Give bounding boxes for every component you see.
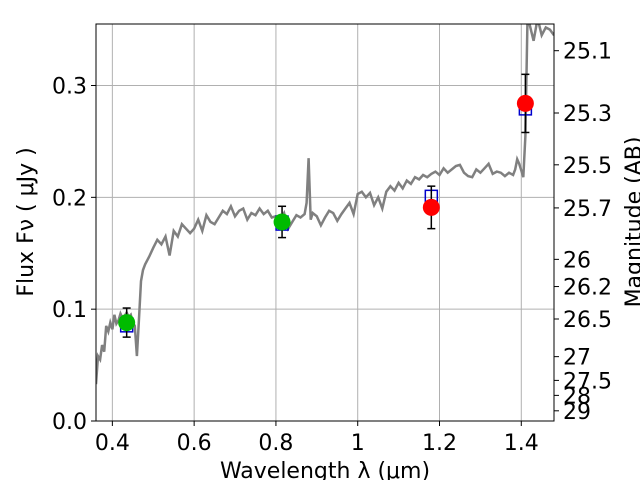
y-tick-label: 0.3 bbox=[52, 75, 87, 100]
y-tick-label: 0.0 bbox=[52, 410, 87, 435]
mag-tick-label: 26 bbox=[563, 248, 591, 273]
mag-tick-label: 26.5 bbox=[563, 308, 612, 333]
red-data-point bbox=[422, 198, 440, 216]
x-tick-label: 1.2 bbox=[422, 431, 457, 456]
y2-axis-label: Magnitude (AB) bbox=[622, 137, 640, 308]
mag-tick-label: 29 bbox=[563, 400, 591, 425]
mag-tick-label: 28 bbox=[563, 384, 591, 409]
mag-tick-label: 25.7 bbox=[563, 197, 612, 222]
green-data-point bbox=[118, 314, 136, 332]
mag-tick-label: 25.1 bbox=[563, 40, 612, 65]
x-tick-label: 1.4 bbox=[504, 431, 539, 456]
x-axis-label: Wavelength λ (μm) bbox=[220, 459, 430, 480]
x-tick-label: 0.4 bbox=[95, 431, 130, 456]
mag-tick-label: 25.3 bbox=[563, 102, 612, 127]
grid-lines bbox=[96, 24, 554, 422]
plot-frame bbox=[95, 23, 555, 422]
mag-tick-label: 25.5 bbox=[563, 154, 612, 179]
green-data-point bbox=[273, 213, 291, 231]
x-tick-label: 1 bbox=[351, 431, 365, 456]
x-tick-label: 0.8 bbox=[258, 431, 293, 456]
axis-ticks: 0.4 0.6 0.8 1 1.2 1.4 0.0 0.1 0.2 0.3 25.1 25.3 25.5… bbox=[52, 40, 612, 456]
mag-tick-label: 26.2 bbox=[563, 276, 612, 301]
y-axis-label: Flux Fν ( μJy ) bbox=[14, 147, 39, 296]
mag-tick-label: 27 bbox=[563, 346, 591, 371]
model-spectrum bbox=[96, 24, 554, 385]
mag-tick-label: 27.5 bbox=[563, 369, 612, 394]
y-tick-label: 0.2 bbox=[52, 186, 87, 211]
red-data-point bbox=[516, 94, 534, 112]
spectrum-line bbox=[96, 24, 554, 385]
x-tick-label: 0.6 bbox=[177, 431, 212, 456]
photometry-points bbox=[118, 73, 534, 338]
y-tick-label: 0.1 bbox=[52, 298, 87, 323]
